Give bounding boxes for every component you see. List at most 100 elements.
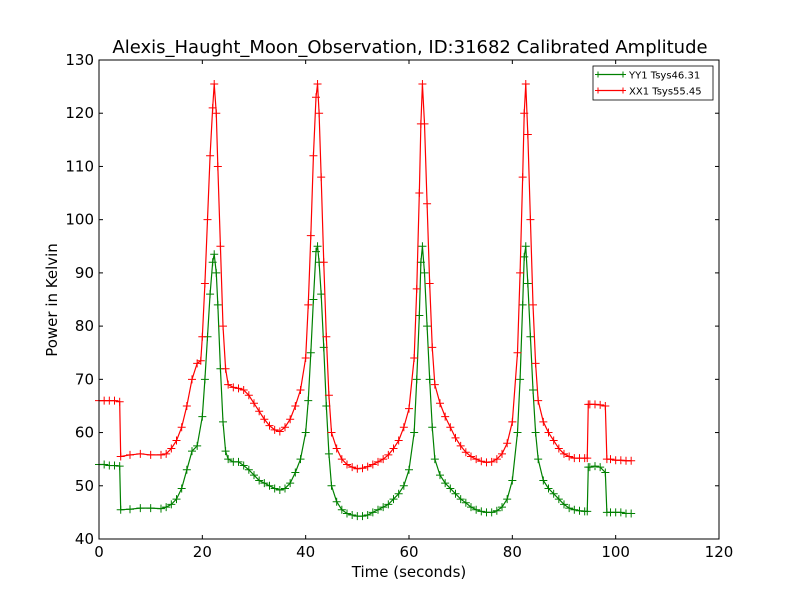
y-tick-label: 120 (65, 104, 94, 122)
data-point (513, 348, 522, 357)
data-point (585, 463, 594, 472)
data-point (219, 417, 227, 426)
series-0 (95, 242, 636, 521)
data-point (216, 242, 225, 251)
data-point (322, 332, 331, 341)
series-layer (95, 79, 636, 521)
data-point (196, 356, 205, 365)
data-point (110, 396, 119, 405)
data-point (348, 463, 357, 472)
data-point (116, 505, 125, 514)
data-point (503, 495, 512, 504)
data-point (415, 311, 424, 320)
data-point (492, 455, 501, 464)
series-1 (95, 79, 636, 473)
data-point (477, 507, 486, 516)
data-point (436, 399, 444, 408)
data-point (412, 375, 421, 384)
data-point (591, 462, 599, 471)
data-point (126, 450, 134, 459)
data-point (304, 300, 313, 309)
data-point (526, 215, 535, 224)
data-point (270, 425, 279, 434)
data-point (275, 427, 284, 436)
data-point (616, 508, 625, 517)
data-point (425, 279, 434, 288)
data-point (428, 423, 437, 432)
data-point (539, 417, 548, 426)
data-point (337, 455, 346, 464)
data-point (428, 343, 437, 352)
data-point (430, 380, 439, 389)
data-point (315, 109, 324, 118)
data-point (260, 479, 269, 488)
data-point (596, 463, 605, 472)
data-point (255, 407, 264, 416)
data-point (461, 498, 470, 507)
data-point (523, 279, 532, 288)
data-point (583, 507, 592, 516)
data-point (126, 505, 134, 514)
data-point (410, 354, 419, 363)
data-point (198, 332, 207, 341)
data-point (591, 400, 599, 409)
data-point (518, 173, 527, 182)
data-point (177, 484, 186, 493)
data-point (213, 300, 222, 309)
data-point (110, 461, 119, 470)
data-point (219, 322, 227, 331)
data-point (418, 242, 427, 251)
legend-marker (595, 87, 601, 94)
tick-layer: 0 20 40 60 80 100 120 40 50 60 70 80 90 100 110 120 130 (65, 51, 733, 561)
data-point (384, 500, 393, 509)
data-point (312, 93, 320, 102)
y-tick-label: 40 (75, 530, 94, 548)
data-point (601, 468, 610, 477)
data-point (583, 454, 592, 463)
data-point (250, 471, 258, 480)
data-point (306, 231, 315, 240)
data-point (200, 375, 209, 384)
data-point (523, 130, 532, 139)
data-point (206, 290, 215, 299)
data-point (281, 423, 289, 432)
data-point (441, 412, 450, 421)
data-point (291, 401, 300, 410)
data-point (234, 384, 243, 393)
data-point (508, 476, 517, 485)
y-tick-label: 70 (75, 370, 94, 388)
data-point (157, 450, 165, 459)
data-point (313, 79, 322, 88)
data-point (467, 452, 475, 461)
data-point (565, 452, 574, 461)
data-point (405, 465, 413, 474)
data-point (343, 460, 351, 469)
data-point (265, 421, 274, 430)
data-point (244, 391, 253, 400)
data-point (521, 242, 530, 251)
data-point (467, 503, 475, 512)
data-point (415, 189, 424, 198)
data-point (544, 484, 553, 493)
data-point (616, 456, 625, 465)
data-point (319, 258, 328, 267)
data-point (498, 449, 506, 458)
data-point (374, 505, 382, 514)
legend: YY1 Tsys46.31 XX1 Tsys55.45 (592, 65, 714, 101)
data-point (423, 322, 432, 331)
data-point (529, 385, 537, 394)
data-point (188, 447, 196, 456)
data-point (309, 151, 318, 160)
data-point (172, 436, 181, 445)
data-point (182, 465, 191, 474)
data-point (570, 505, 579, 514)
data-point (521, 79, 530, 88)
data-point (260, 415, 269, 424)
data-point (332, 497, 341, 506)
data-point (296, 455, 305, 464)
data-point (601, 401, 610, 410)
data-point (492, 506, 501, 515)
x-tick-label: 40 (296, 543, 315, 561)
data-point (162, 503, 171, 512)
